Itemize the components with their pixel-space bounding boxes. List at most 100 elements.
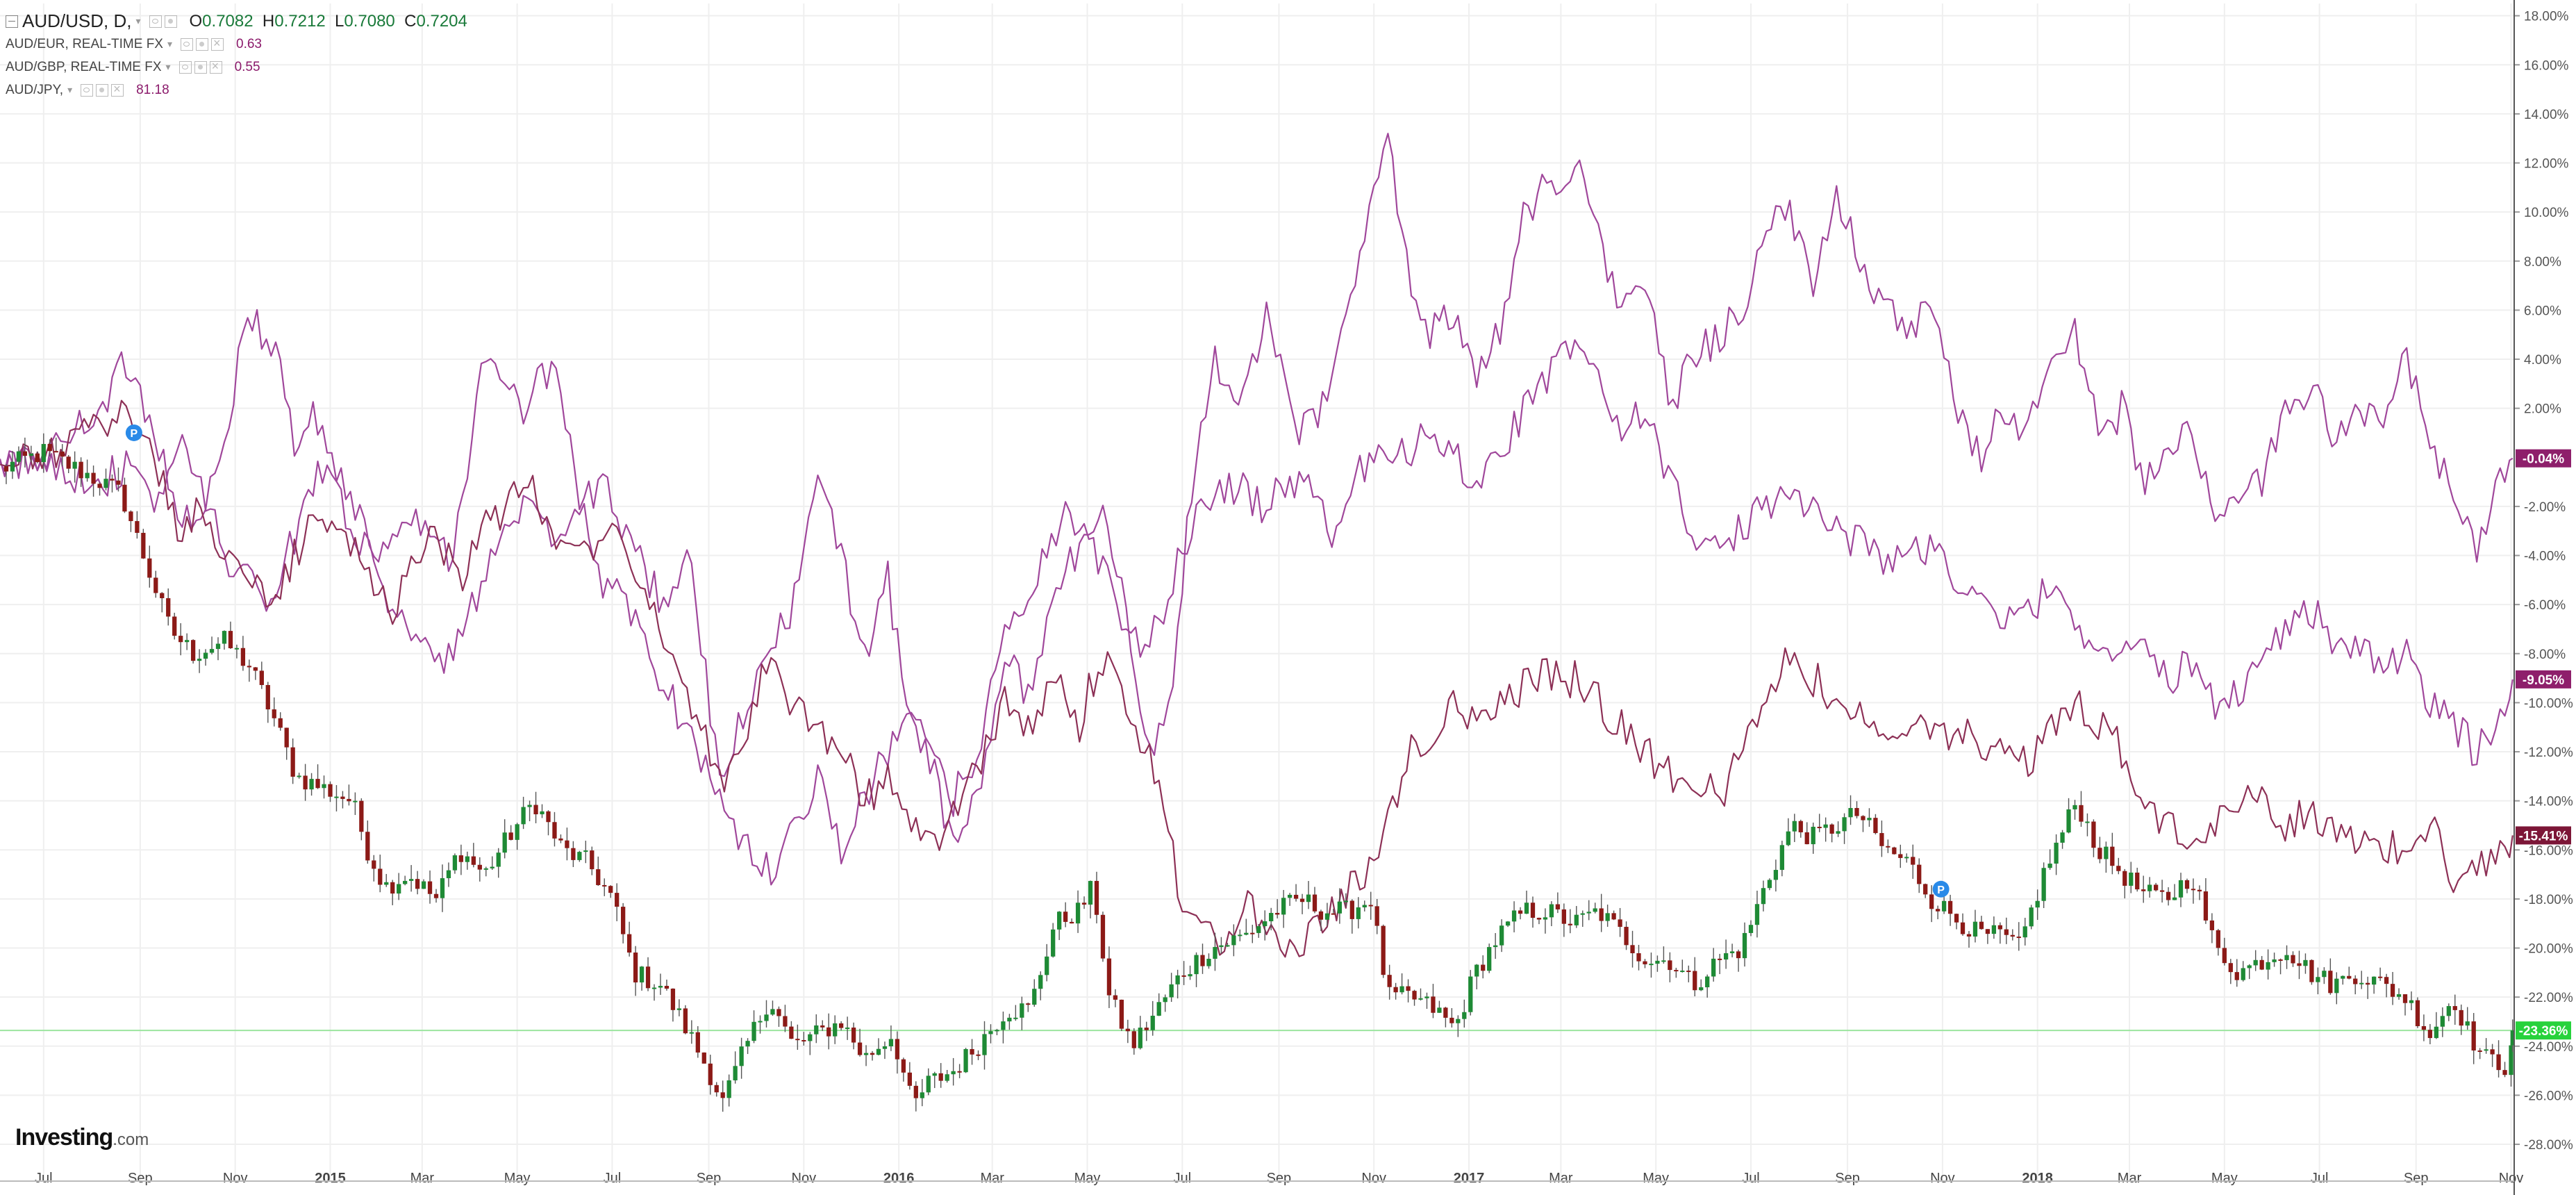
candle-body xyxy=(1848,807,1853,818)
eye-icon[interactable] xyxy=(81,83,94,97)
close-icon[interactable] xyxy=(111,82,124,97)
gear-icon[interactable] xyxy=(164,15,177,28)
candle-body xyxy=(440,878,445,898)
chevron-down-icon[interactable]: ▾ xyxy=(167,38,173,49)
candle-body xyxy=(590,850,595,870)
candle-body xyxy=(913,1085,918,1098)
candle-body xyxy=(1356,907,1361,919)
overlay-symbol-label[interactable]: AUD/EUR, REAL-TIME FX xyxy=(6,36,163,51)
candle-body xyxy=(676,1008,682,1010)
chevron-down-icon[interactable]: ▾ xyxy=(67,84,73,95)
candle-body xyxy=(2377,976,2383,978)
candle-body xyxy=(110,479,115,481)
candle-body xyxy=(178,636,183,643)
overlay-value: 0.63 xyxy=(236,36,262,51)
candle-body xyxy=(1754,904,1760,925)
candle-body xyxy=(751,1021,756,1041)
candle-body xyxy=(801,1040,806,1042)
candle-body xyxy=(1723,953,1729,960)
candle-body xyxy=(926,1076,931,1093)
eye-icon[interactable] xyxy=(181,38,194,51)
value-badge xyxy=(2516,449,2571,468)
candle-body xyxy=(2110,846,2115,866)
y-tick-label: -28.00% xyxy=(2524,1138,2573,1153)
chevron-down-icon[interactable]: ▾ xyxy=(135,15,141,26)
main-symbol-label[interactable]: AUD/USD, D, xyxy=(22,10,132,31)
value-badge-label: -23.36% xyxy=(2519,1024,2568,1039)
candle-body xyxy=(2172,897,2177,900)
candle-body xyxy=(2004,929,2009,935)
candle-body xyxy=(571,848,576,860)
candle-body xyxy=(1729,951,1735,953)
candle-body xyxy=(670,988,676,1010)
candle-body xyxy=(2303,959,2308,966)
candle-body xyxy=(3,466,9,472)
close-icon[interactable] xyxy=(209,59,222,74)
candle-body xyxy=(1979,921,1984,930)
candle-body xyxy=(795,1039,800,1041)
candle-body xyxy=(116,480,121,485)
candle-body xyxy=(2291,955,2295,964)
close-icon[interactable] xyxy=(211,36,224,51)
candle-body xyxy=(882,1046,888,1049)
candle-body xyxy=(695,1032,700,1053)
candle-body xyxy=(1063,912,1068,922)
candle-body xyxy=(1144,1028,1149,1030)
candle-body xyxy=(2266,962,2270,970)
candle-body xyxy=(1100,914,1106,959)
candle-body xyxy=(2153,884,2159,891)
candle-body xyxy=(2359,982,2364,984)
candle-body xyxy=(1281,898,1286,915)
candle-body xyxy=(1748,925,1754,933)
candle-body xyxy=(1867,818,1872,821)
candle-body xyxy=(1231,935,1236,946)
candle-body xyxy=(465,856,470,862)
candle-body xyxy=(664,985,670,989)
candle-body xyxy=(683,1008,688,1034)
low-label: L xyxy=(335,11,344,31)
candle-body xyxy=(2135,872,2140,890)
value-badge xyxy=(2516,670,2571,689)
badges-layer: -0.04% -9.05% -15.41% -23.36% xyxy=(2516,449,2571,1040)
candle-body xyxy=(2147,884,2152,891)
candle-body xyxy=(546,811,551,823)
candle-body xyxy=(433,893,439,898)
overlay-symbol-label[interactable]: AUD/GBP, REAL-TIME FX xyxy=(6,59,162,74)
eye-icon[interactable] xyxy=(149,15,162,28)
candle-body xyxy=(2041,868,2046,901)
candle-body xyxy=(2066,809,2071,833)
candle-body xyxy=(303,775,308,790)
candle-body xyxy=(91,472,96,484)
candle-body xyxy=(215,643,221,650)
gear-icon[interactable] xyxy=(194,60,207,74)
x-tick-label: May xyxy=(504,1171,531,1186)
candle-body xyxy=(2010,934,2015,937)
eye-icon[interactable] xyxy=(178,60,192,74)
candle-body xyxy=(1138,1028,1142,1048)
candle-body xyxy=(322,784,326,789)
candle-body xyxy=(1418,998,1423,1000)
overlay-symbol-label[interactable]: AUD/JPY, xyxy=(6,82,64,97)
x-tick-label: 2015 xyxy=(315,1171,346,1186)
overlay-value: 81.18 xyxy=(136,82,169,97)
candle-body xyxy=(533,805,538,815)
candle-body xyxy=(608,886,613,893)
candle-body xyxy=(353,800,358,802)
candle-body xyxy=(1194,955,1199,975)
candle-body xyxy=(397,884,401,894)
candle-body xyxy=(1892,847,1897,855)
gear-icon[interactable] xyxy=(96,83,109,97)
candle-body xyxy=(234,648,240,650)
chevron-down-icon[interactable]: ▾ xyxy=(165,61,171,72)
collapse-legend-icon[interactable] xyxy=(6,15,18,28)
candle-body xyxy=(452,855,458,871)
candle-body xyxy=(2247,965,2252,969)
candle-body xyxy=(53,451,58,453)
candle-body xyxy=(1256,926,1261,933)
candle-body xyxy=(1717,958,1722,960)
gear-icon[interactable] xyxy=(196,38,209,51)
candle-body xyxy=(633,953,638,983)
candle-body xyxy=(2129,872,2134,886)
candle-body xyxy=(1399,986,1404,993)
